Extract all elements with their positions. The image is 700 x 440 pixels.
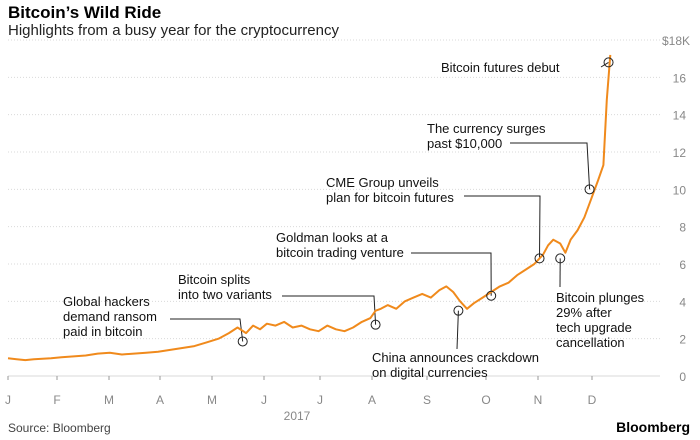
annotation-leader-line — [282, 295, 377, 325]
x-tick-label: A — [368, 393, 376, 407]
annotation-text-line: Bitcoin plunges — [556, 290, 645, 305]
x-tick-label: D — [588, 393, 597, 407]
annotation-text: Global hackers demand ransom paid in bitco… — [63, 294, 157, 339]
y-tick-label: 14 — [673, 109, 687, 123]
annotation-marker — [584, 184, 595, 195]
annotation-leader-line — [456, 310, 459, 350]
annotation-text-line: Goldman looks at a — [276, 230, 389, 245]
annotation-marker — [486, 290, 497, 301]
annotation-leader-line — [510, 142, 591, 190]
annotation-text-line: plan for bitcoin futures — [326, 190, 454, 205]
annotation-text-line: past $10,000 — [427, 136, 502, 151]
annotation-text-line: 29% after — [556, 305, 612, 320]
annotation-text-line: bitcoin trading venture — [276, 245, 404, 260]
annotation-leader-line — [464, 195, 541, 259]
x-tick-label: J — [317, 393, 323, 407]
y-tick-label: 16 — [673, 71, 687, 85]
x-tick-label: A — [156, 393, 164, 407]
annotation-text: China announces crackdown on digital curr… — [372, 350, 539, 380]
annotation-text-line: tech upgrade — [556, 320, 632, 335]
annotation-text-line: on digital currencies — [372, 365, 488, 380]
x-tick-label: S — [423, 393, 431, 407]
source-note: Source: Bloomberg — [8, 421, 111, 435]
x-tick-label: J — [5, 393, 11, 407]
annotation-text: The currency surges past $10,000 — [427, 121, 546, 151]
annotation-text-line: CME Group unveils — [326, 175, 439, 190]
annotation-marker — [555, 253, 566, 264]
annotation-text: Bitcoin futures debut — [441, 60, 560, 75]
x-tick-label: M — [207, 393, 217, 407]
annotation-text-line: Bitcoin futures debut — [441, 60, 560, 75]
y-tick-label: 10 — [673, 183, 687, 197]
x-tick-label: F — [53, 393, 60, 407]
annotation-marker — [534, 253, 545, 264]
annotation-leader-line — [411, 252, 492, 296]
annotation-text: Goldman looks at a bitcoin trading ventur… — [276, 230, 404, 260]
annotation-text-line: paid in bitcoin — [63, 324, 143, 339]
annotation-text: Bitcoin splits into two variants — [178, 272, 272, 302]
y-tick-label-top: $18K — [662, 34, 690, 48]
annotation-text: Bitcoin plunges 29% after tech upgrade canc… — [556, 290, 645, 350]
chart-title: Bitcoin’s Wild Ride — [8, 3, 162, 22]
bloomberg-logo: Bloomberg — [616, 419, 690, 435]
y-tick-label: 2 — [679, 333, 686, 347]
annotation-marker — [237, 336, 248, 347]
x-tick-label: J — [261, 393, 267, 407]
x-tick-label: M — [104, 393, 114, 407]
chart-subtitle: Highlights from a busy year for the cryp… — [8, 22, 339, 39]
annotation-text-line: cancellation — [556, 335, 625, 350]
annotation-text-line: Bitcoin splits — [178, 272, 251, 287]
y-tick-label: 8 — [679, 221, 686, 235]
y-tick-label: 0 — [679, 370, 686, 384]
annotation-text-line: Global hackers — [63, 294, 150, 309]
annotation-text-line: The currency surges — [427, 121, 546, 136]
annotation-text-line: demand ransom — [63, 309, 157, 324]
annotation-leader-line — [170, 318, 244, 342]
annotation-marker — [453, 305, 464, 316]
x-axis-year-label: 2017 — [284, 409, 311, 423]
x-tick-label: N — [534, 393, 543, 407]
annotation-marker — [370, 319, 381, 330]
y-tick-label: 12 — [673, 146, 687, 160]
annotation-text-line: China announces crackdown — [372, 350, 539, 365]
y-tick-label: 4 — [679, 295, 686, 309]
x-tick-label: O — [481, 393, 490, 407]
series-line-bitcoin-price — [7, 54, 612, 362]
annotation-marker — [603, 57, 614, 68]
y-tick-label: 6 — [679, 258, 686, 272]
annotation-text: CME Group unveils plan for bitcoin future… — [326, 175, 454, 205]
annotation-text-line: into two variants — [178, 287, 272, 302]
